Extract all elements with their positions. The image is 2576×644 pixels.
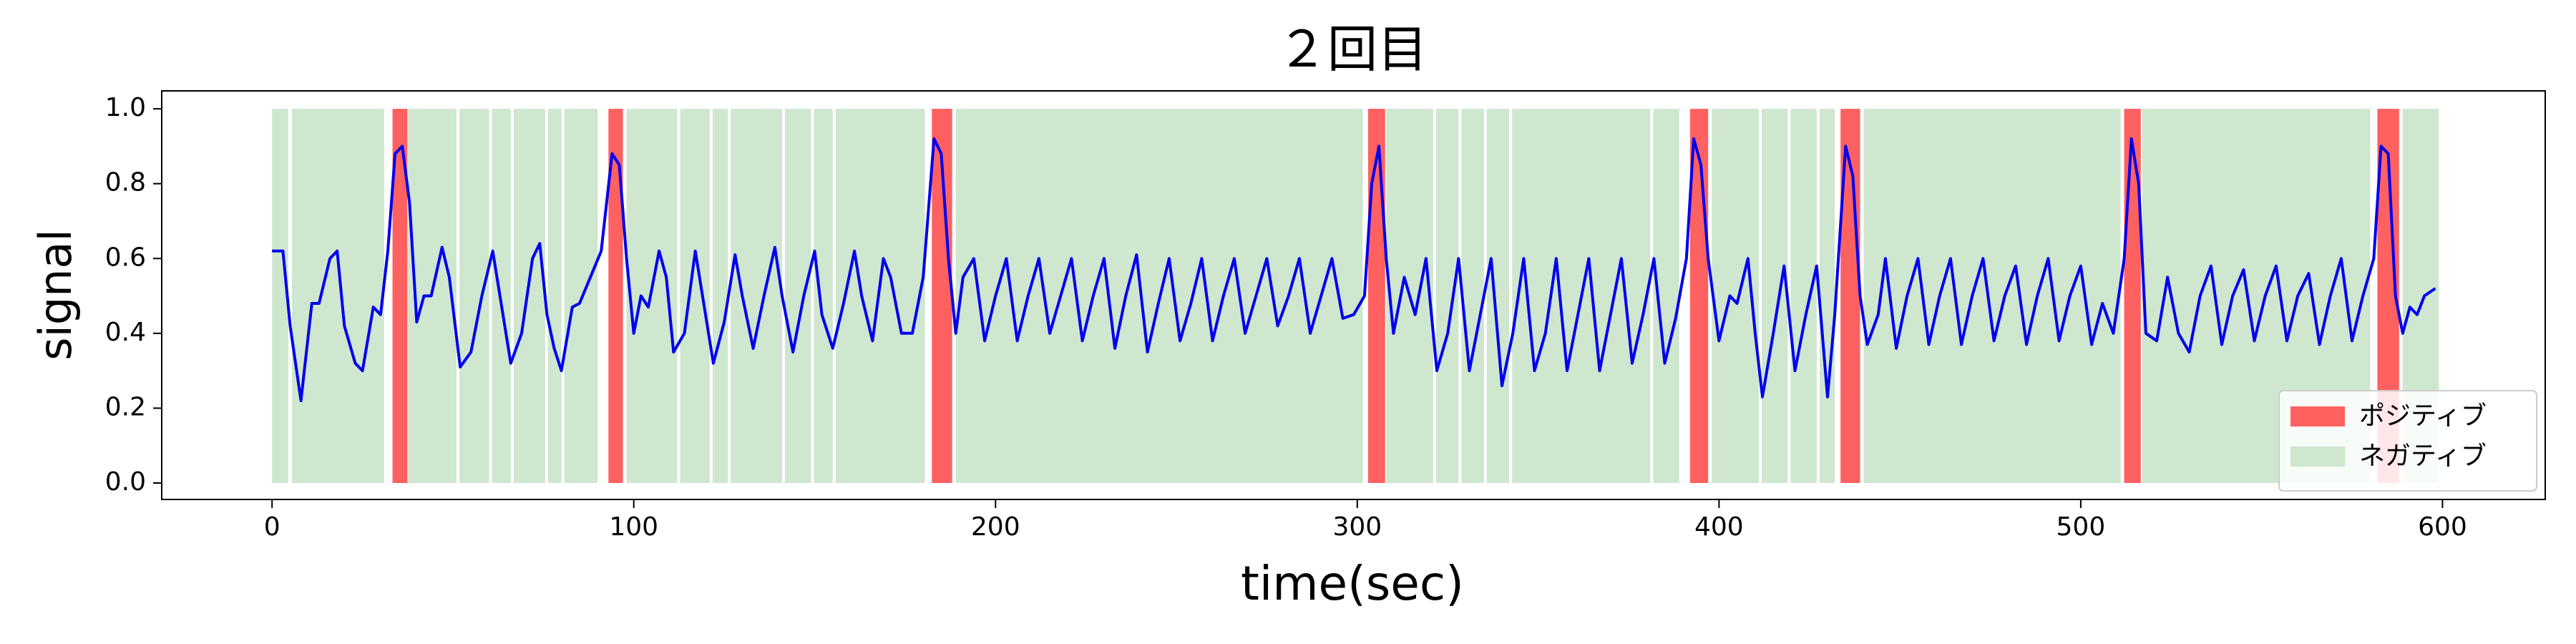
span [513,109,545,483]
span [835,109,925,483]
y-tick-label: 0.8 [105,168,146,197]
span [785,109,811,483]
span [564,109,598,483]
y-tick-label: 0.2 [105,392,146,421]
span [1762,109,1788,483]
x-tick-label: 600 [2418,512,2467,542]
span [608,109,623,483]
x-tick-label: 300 [1332,512,1382,542]
span [547,109,562,483]
span [272,109,288,483]
y-tick-label: 0.6 [105,243,146,272]
y-axis-label: signal [29,229,82,360]
y-tick-label: 1.0 [105,93,146,122]
span [1436,109,1459,483]
x-tick-label: 200 [971,512,1020,542]
legend-swatch [2290,447,2345,467]
span [712,109,728,483]
span [1461,109,1484,483]
x-axis-label: time(sec) [1241,556,1464,611]
span [2124,109,2141,483]
span [1863,109,2121,483]
x-tick-label: 0 [264,512,280,542]
span [1367,109,1385,483]
span [814,109,833,483]
y-tick-label: 0.4 [105,318,146,347]
plot-frame [161,90,2546,500]
legend-label: ポジティブ [2359,401,2487,431]
span [1819,109,1835,483]
signal-line [272,137,2436,402]
x-tick-label: 100 [609,512,658,542]
span [392,109,408,483]
span [731,109,783,483]
span [1486,109,1510,483]
y-tick-label: 0.0 [105,467,146,497]
legend-swatch [2290,406,2345,426]
x-tick-label: 400 [1694,512,1744,542]
span [680,109,710,483]
legend-label: ネガティブ [2359,441,2487,471]
span [459,109,489,483]
span [291,109,384,483]
chart-title: ２回目 [1277,20,1428,79]
span [1790,109,1817,483]
x-tick-label: 500 [2057,512,2106,542]
